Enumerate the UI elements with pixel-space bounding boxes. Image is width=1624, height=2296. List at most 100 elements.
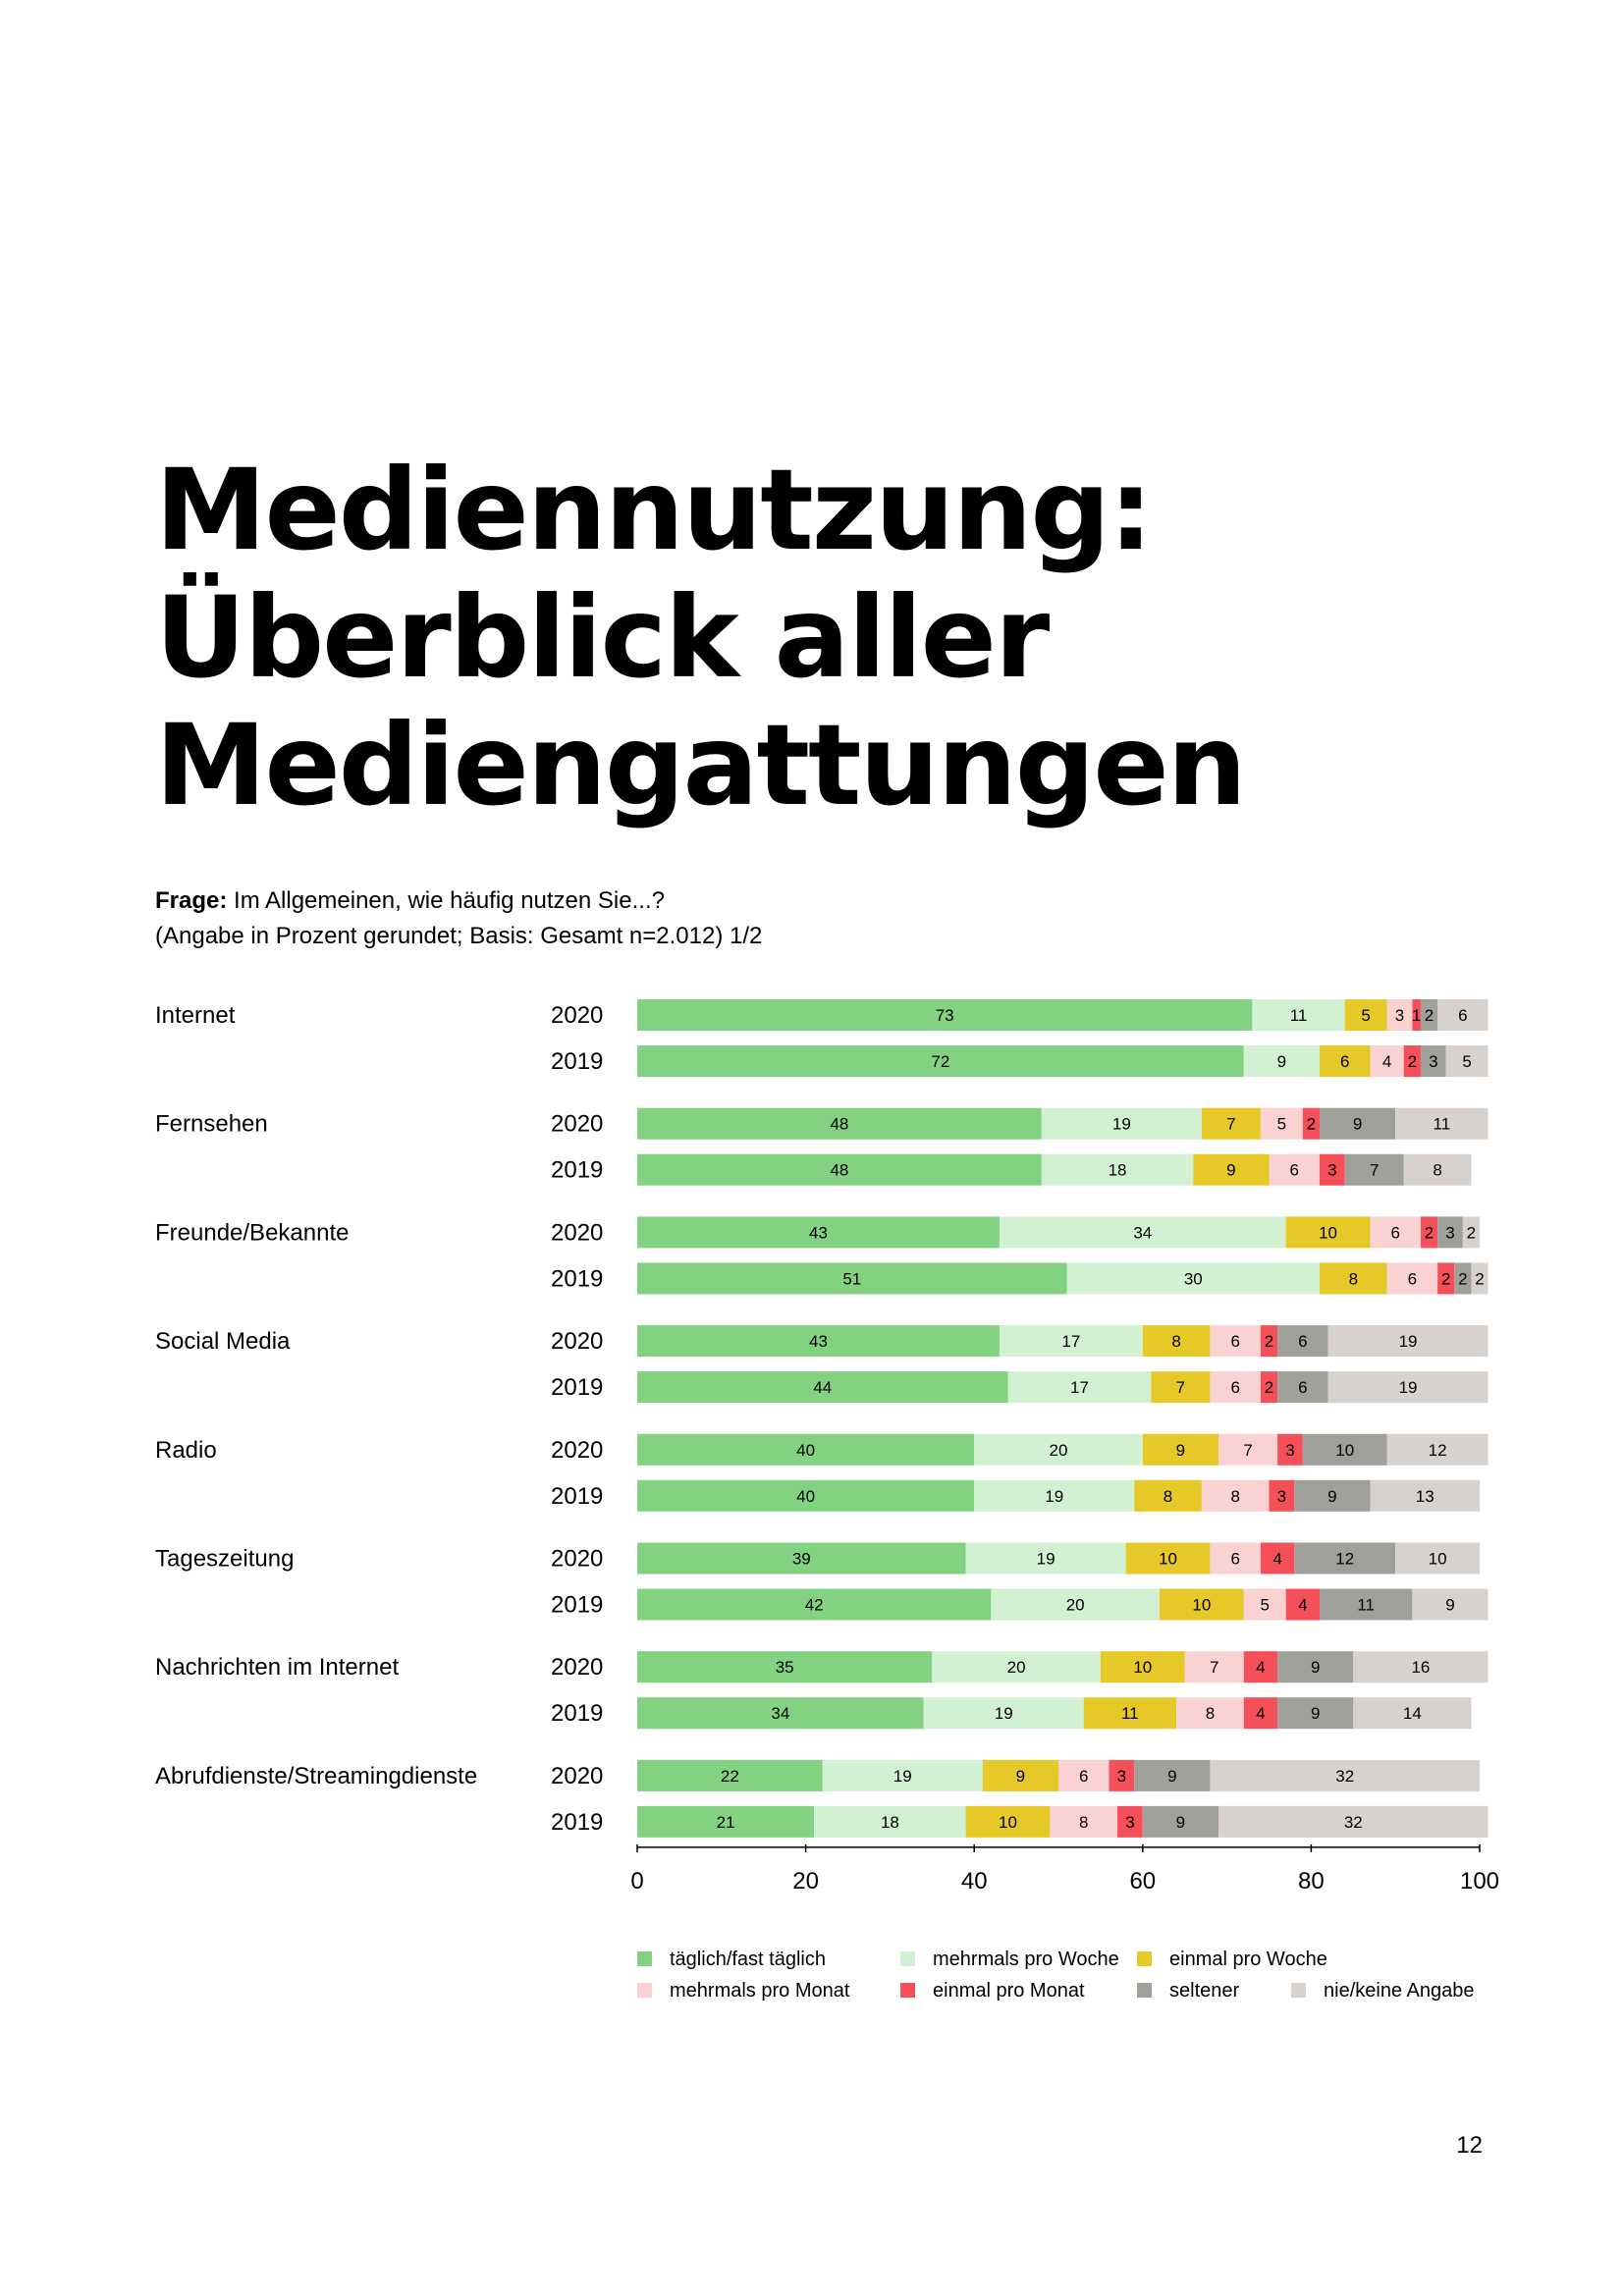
bar-segment [1058,1759,1110,1791]
data-label: 20 [1066,1596,1085,1615]
bar-segment [932,1651,1101,1683]
data-label: 2 [1475,1269,1484,1288]
data-label: 48 [830,1161,848,1180]
bar-segment [637,1433,975,1466]
bar-segment [982,1759,1058,1791]
data-label: 8 [1206,1704,1215,1723]
bar-segment [1437,1216,1463,1249]
bar-segment [1142,1433,1219,1466]
bar-segment [1344,1153,1404,1186]
bar-segment [1319,1045,1371,1077]
data-label: 12 [1335,1550,1354,1569]
data-label: 2 [1265,1378,1273,1397]
bar-segment [1176,1697,1244,1730]
data-label: 6 [1079,1767,1088,1786]
bar-segment [637,1107,1042,1140]
bar-segment [1319,1262,1387,1295]
data-label: 3 [1445,1223,1454,1242]
data-label: 72 [931,1052,949,1071]
bar-segment [637,1651,933,1683]
legend-label: einmal pro Monat [933,1980,1085,2002]
year-label: 2020 [551,1219,603,1246]
year-label: 2019 [551,1809,603,1836]
data-label: 4 [1256,1704,1265,1723]
question-block: Frage: Im Allgemeinen, wie häufig nutzen… [155,883,762,954]
bar-segment [1142,1325,1211,1358]
bar-segment [1445,1045,1489,1077]
data-label: 17 [1061,1332,1080,1351]
data-label: 3 [1285,1441,1294,1460]
bar-segment [991,1588,1160,1621]
bar-segment [1109,1759,1135,1791]
bar-segment [1370,1045,1404,1077]
data-label: 3 [1327,1161,1336,1180]
year-label: 2019 [551,1592,603,1619]
bar-segment [637,1479,975,1512]
bar-segment [1184,1651,1244,1683]
bar-segment [1370,1479,1480,1512]
legend-swatch [900,1951,915,1966]
bar-segment [1260,1542,1295,1575]
data-label: 6 [1298,1378,1307,1397]
data-label: 2 [1408,1052,1417,1071]
bar-segment [1294,1479,1371,1512]
year-label: 2020 [551,1763,603,1789]
data-label: 5 [1462,1052,1471,1071]
data-label: 10 [1192,1596,1211,1615]
data-label: 9 [1311,1704,1320,1723]
data-label: 17 [1070,1378,1089,1397]
data-label: 14 [1403,1704,1422,1723]
data-label: 42 [805,1596,824,1615]
data-label: 10 [1319,1223,1337,1242]
data-label: 7 [1210,1658,1218,1677]
bar-segment [1210,1325,1261,1358]
category-label: Social Media [155,1328,291,1355]
data-label: 4 [1272,1550,1281,1569]
legend-label: nie/keine Angabe [1324,1980,1474,2002]
bar-segment [1041,1107,1202,1140]
data-label: 43 [809,1223,828,1242]
data-label: 10 [1335,1441,1354,1460]
title-line-3: Mediengattungen [155,700,1247,830]
question-label: Frage: [155,887,228,914]
bar-segment [1420,999,1438,1031]
legend-label: täglich/fast täglich [670,1949,826,1970]
data-label: 7 [1243,1441,1252,1460]
bar-segment [1412,1588,1489,1621]
data-label: 5 [1277,1115,1286,1134]
bar-segment [1218,1433,1278,1466]
data-label: 19 [1399,1332,1418,1351]
data-label: 6 [1408,1269,1417,1288]
bar-segment [1403,1045,1421,1077]
bar-segment [999,1216,1286,1249]
data-label: 51 [842,1269,861,1288]
data-label: 21 [717,1813,735,1832]
data-label: 5 [1361,1006,1370,1025]
data-label: 3 [1125,1813,1134,1832]
bar-segment [637,1542,966,1575]
data-label: 6 [1290,1161,1299,1180]
data-label: 19 [995,1704,1013,1723]
legend-swatch [1137,1983,1152,1998]
data-label: 18 [1109,1161,1127,1180]
bar-segment [637,1045,1244,1077]
category-label: Internet [155,1002,236,1029]
data-label: 8 [1433,1161,1441,1180]
category-label: Abrufdienste/Streamingdienste [155,1763,477,1789]
bar-segment [637,1153,1042,1186]
data-label: 9 [1353,1115,1362,1134]
data-label: 5 [1260,1596,1269,1615]
bar-segment [1277,1651,1354,1683]
bar-segment [1327,1371,1489,1404]
data-label: 73 [936,1006,954,1025]
data-label: 3 [1277,1487,1286,1506]
bar-segment [1243,1651,1278,1683]
bar-segment [1277,1371,1328,1404]
bar-segment [1327,1325,1489,1358]
bar-segment [1395,1107,1489,1140]
legend-label: seltener [1169,1980,1239,2002]
bar-segment [1395,1542,1480,1575]
bar-segment [1260,1107,1303,1140]
year-label: 2020 [551,1111,603,1138]
